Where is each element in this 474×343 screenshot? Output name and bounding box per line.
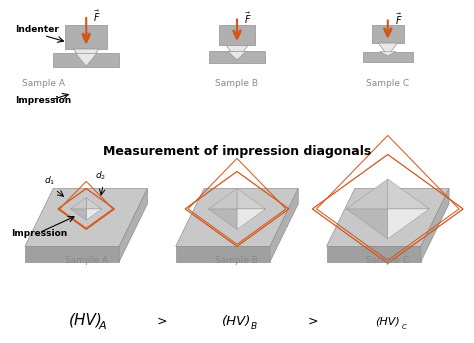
- Text: $\vec{F}$: $\vec{F}$: [93, 9, 101, 24]
- Text: Measurement of impression diagonals: Measurement of impression diagonals: [103, 145, 371, 157]
- Polygon shape: [388, 179, 429, 209]
- Polygon shape: [346, 209, 388, 239]
- Text: $d_1$: $d_1$: [44, 174, 55, 187]
- FancyBboxPatch shape: [363, 51, 412, 62]
- Polygon shape: [327, 189, 449, 246]
- Text: Sample B: Sample B: [216, 80, 258, 88]
- Polygon shape: [209, 209, 237, 229]
- Text: (HV): (HV): [69, 312, 103, 328]
- Text: >: >: [307, 315, 318, 328]
- Polygon shape: [237, 209, 265, 229]
- Polygon shape: [226, 46, 248, 60]
- Text: (HV): (HV): [222, 315, 252, 328]
- Polygon shape: [25, 246, 119, 262]
- Polygon shape: [73, 49, 99, 66]
- Polygon shape: [228, 51, 246, 60]
- FancyBboxPatch shape: [65, 25, 108, 49]
- Text: Impression: Impression: [11, 229, 67, 238]
- Polygon shape: [327, 246, 421, 262]
- Polygon shape: [421, 189, 449, 262]
- Polygon shape: [25, 189, 147, 246]
- Polygon shape: [380, 51, 396, 56]
- Polygon shape: [71, 209, 86, 220]
- Text: >: >: [156, 315, 167, 328]
- Polygon shape: [76, 53, 97, 66]
- Text: C: C: [402, 324, 407, 330]
- FancyBboxPatch shape: [209, 51, 265, 63]
- Text: $\vec{F}$: $\vec{F}$: [395, 11, 402, 26]
- FancyBboxPatch shape: [219, 25, 255, 46]
- Text: Sample A: Sample A: [65, 256, 108, 265]
- Text: B: B: [250, 322, 256, 331]
- Text: Sample B: Sample B: [216, 256, 258, 265]
- Text: Indenter: Indenter: [16, 25, 59, 34]
- Polygon shape: [209, 188, 237, 209]
- Text: Impression: Impression: [16, 96, 72, 105]
- Text: Sample C: Sample C: [366, 80, 410, 88]
- Polygon shape: [346, 179, 388, 209]
- Polygon shape: [378, 43, 397, 56]
- Text: (HV): (HV): [375, 317, 400, 327]
- Polygon shape: [176, 189, 298, 246]
- Polygon shape: [86, 198, 102, 209]
- Text: $\vec{F}$: $\vec{F}$: [244, 10, 252, 26]
- Polygon shape: [388, 209, 429, 239]
- Polygon shape: [237, 188, 265, 209]
- Polygon shape: [71, 198, 86, 209]
- Text: Sample C: Sample C: [366, 256, 410, 265]
- Polygon shape: [176, 246, 270, 262]
- Polygon shape: [86, 209, 102, 220]
- FancyBboxPatch shape: [372, 25, 404, 43]
- Text: A: A: [99, 321, 107, 331]
- FancyBboxPatch shape: [53, 53, 119, 67]
- Text: Sample A: Sample A: [22, 80, 65, 88]
- Polygon shape: [119, 189, 147, 262]
- Text: $d_2$: $d_2$: [95, 170, 106, 182]
- Polygon shape: [270, 189, 298, 262]
